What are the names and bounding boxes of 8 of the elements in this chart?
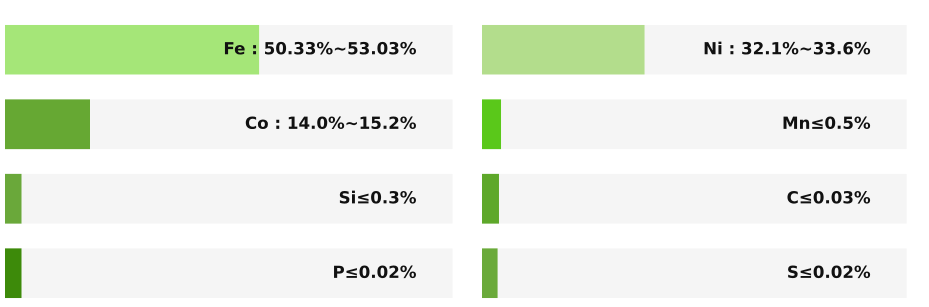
annotation: S≤0.02%: [788, 266, 870, 278]
annotation: C≤0.03%: [787, 190, 870, 204]
annotation: Si≤0.3%: [340, 190, 416, 204]
annotation: Co : 14.0%~15.2%: [246, 116, 416, 130]
annotation: Fe : 50.33%~53.03%: [224, 42, 416, 55]
annotation: Mn≤0.5%: [784, 116, 870, 130]
annotation: P≤0.02%: [334, 266, 416, 278]
annotation: Ni : 32.1%~33.6%: [704, 42, 870, 55]
